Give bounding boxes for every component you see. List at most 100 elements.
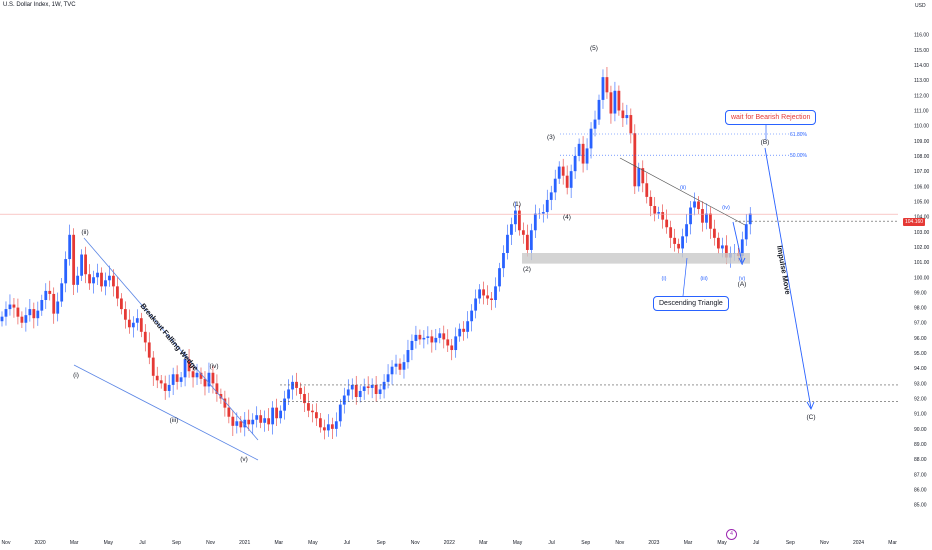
candle-body: [159, 380, 163, 384]
candle-body: [689, 207, 692, 225]
y-tick-label: 109.00: [914, 139, 930, 145]
candle-body: [490, 298, 493, 300]
wave-label: (A): [738, 281, 747, 288]
candle-body: [334, 421, 338, 429]
candle-body: [589, 128, 593, 149]
candle-body: [239, 421, 243, 428]
candle-body: [127, 319, 131, 328]
candle-body: [617, 90, 621, 111]
wave-label: (iii): [170, 417, 179, 424]
impulse-arrow: [764, 147, 812, 409]
wave-label: (i): [73, 372, 79, 379]
candle-body: [366, 386, 370, 388]
candle-body: [171, 374, 175, 385]
candle-body: [251, 419, 255, 425]
x-tick-label: Mar: [888, 540, 897, 546]
candle-body: [633, 133, 637, 187]
candle-body: [187, 359, 191, 372]
candle-body: [430, 336, 434, 343]
candle-body: [482, 289, 485, 296]
candle-body: [76, 275, 80, 285]
candle-body: [581, 143, 585, 164]
candle-body: [315, 412, 318, 419]
candle-body: [303, 393, 306, 404]
candle-body: [12, 304, 16, 308]
candle-body: [358, 390, 362, 398]
wave-label: (v): [240, 456, 248, 463]
candle-body: [322, 427, 326, 431]
y-tick-label: 113.00: [914, 78, 929, 84]
candle-body: [426, 336, 430, 338]
y-tick-label: 92.00: [914, 397, 927, 403]
candle-body: [243, 419, 247, 428]
candle-body: [16, 307, 20, 317]
y-tick-label: 98.00: [914, 306, 927, 312]
y-tick-label: 114.00: [914, 63, 929, 69]
candle-body: [717, 237, 720, 249]
wave-label: (B): [761, 139, 770, 146]
candle-body: [713, 228, 716, 238]
candle-body: [68, 234, 72, 260]
candle-body: [223, 398, 227, 408]
candle-body: [709, 213, 712, 229]
candle-body: [402, 362, 406, 370]
candle-body: [605, 77, 609, 93]
candle-body: [32, 309, 36, 319]
x-tick-label: May: [717, 540, 727, 546]
candle-body: [195, 372, 199, 378]
x-tick-label: Nov: [206, 540, 215, 546]
tradingview-logo-icon[interactable]: 4: [726, 529, 737, 540]
candle-body: [502, 253, 505, 269]
support-zone: [522, 253, 750, 264]
candle-body: [645, 183, 649, 197]
candle-body: [175, 374, 179, 382]
candle-body: [100, 272, 103, 287]
x-tick-label: Mar: [479, 540, 488, 546]
x-tick-label: Sep: [786, 540, 795, 546]
candle-body: [557, 166, 561, 179]
triangle-upper-line: [619, 157, 746, 226]
candle-body: [112, 275, 115, 287]
candle-body: [625, 115, 629, 119]
wave-label: (iv): [209, 363, 218, 370]
wave-label: (2): [523, 266, 531, 273]
candle-body: [450, 345, 454, 351]
candle-body: [378, 389, 382, 394]
y-tick-label: 108.00: [914, 154, 930, 160]
candle-body: [653, 206, 657, 214]
candle-body: [163, 383, 167, 391]
candle-body: [96, 272, 99, 278]
y-tick-label: 110.00: [914, 124, 929, 130]
candle-body: [462, 328, 466, 332]
candle-body: [203, 378, 207, 387]
y-tick-label: 87.00: [914, 472, 927, 478]
candle-body: [299, 387, 302, 394]
candle-body: [219, 393, 223, 399]
candle-body: [80, 254, 83, 276]
candle-body: [147, 342, 151, 358]
candle-body: [394, 363, 398, 367]
candle-body: [649, 196, 653, 207]
candle-body: [474, 298, 478, 311]
candle-body: [521, 230, 525, 235]
candle-body: [705, 213, 708, 223]
candle-body: [438, 333, 442, 338]
candle-body: [116, 286, 119, 299]
candle-body: [64, 259, 68, 284]
candle-body: [529, 230, 533, 250]
candle-body: [510, 224, 513, 235]
y-tick-label: 96.00: [914, 336, 927, 342]
y-tick-label: 112.00: [914, 93, 929, 99]
x-tick-label: Sep: [172, 540, 181, 546]
x-tick-label: Nov: [820, 540, 829, 546]
candle-body: [641, 168, 645, 184]
candle-body: [92, 277, 95, 284]
candle-body: [382, 381, 386, 390]
wave-label: (iv): [722, 205, 730, 211]
candle-body: [573, 155, 577, 172]
x-tick-label: 2023: [648, 540, 659, 546]
candle-body: [44, 290, 48, 300]
candle-body: [454, 336, 458, 351]
candle-body: [283, 398, 286, 411]
